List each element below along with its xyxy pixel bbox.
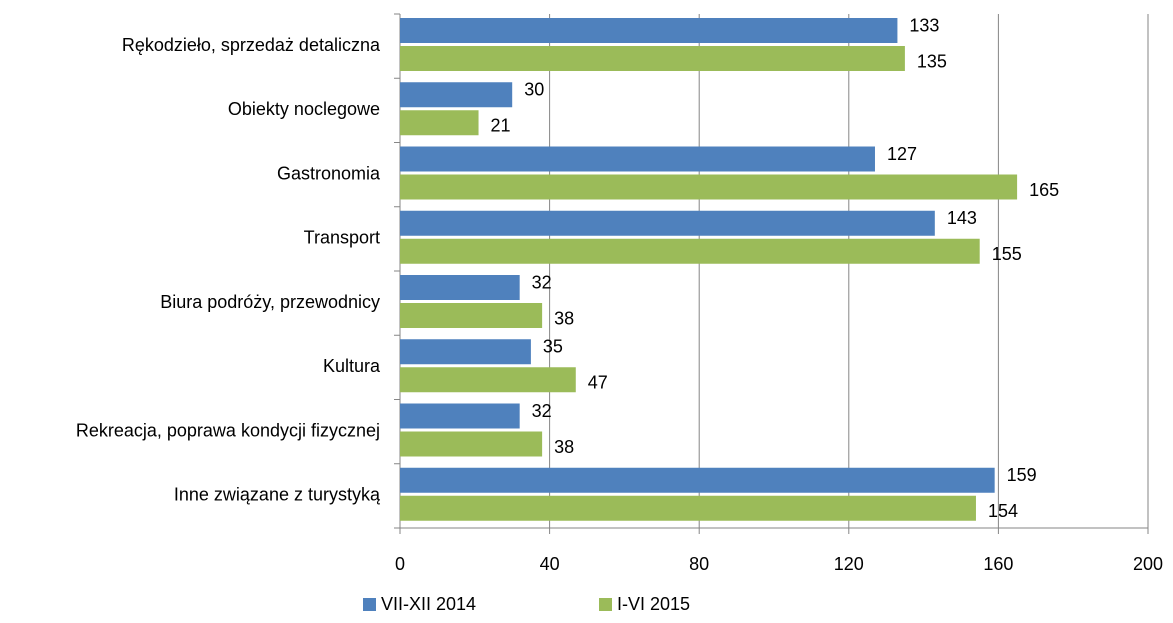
value-label: 21 [491,116,511,136]
value-label: 165 [1029,180,1059,200]
bar [400,367,576,393]
x-tick-label: 120 [834,554,864,574]
x-tick-label: 0 [395,554,405,574]
bar [400,467,995,493]
value-label: 135 [917,51,947,71]
bar [400,18,898,43]
y-tick-label: Kultura [323,356,381,376]
value-label: 47 [588,373,608,393]
bar [400,146,875,172]
value-label: 133 [909,15,939,35]
value-label: 143 [947,208,977,228]
value-label: 159 [1007,465,1037,485]
bar [400,339,531,365]
x-tick-label: 200 [1133,554,1163,574]
y-tick-label: Transport [304,228,380,248]
bar [400,82,513,108]
legend-swatch [599,598,612,611]
bar [400,275,520,300]
bar [400,303,543,328]
bar [400,495,976,521]
legend-swatch [363,598,376,611]
value-label: 154 [988,501,1018,521]
value-label: 30 [524,80,544,100]
x-tick-label: 80 [689,554,709,574]
x-tick-label: 40 [540,554,560,574]
bar [400,403,520,429]
y-tick-label: Rekreacja, poprawa kondycji fizycznej [76,420,380,440]
y-tick-label: Biura podróży, przewodnicy [160,292,380,312]
bar [400,431,543,457]
value-label: 155 [992,244,1022,264]
y-tick-label: Obiekty noclegowe [228,99,380,119]
value-label: 38 [554,437,574,457]
value-label: 38 [554,308,574,328]
value-label: 127 [887,144,917,164]
bar [400,46,905,71]
y-tick-label: Inne związane z turystyką [174,485,381,505]
bar [400,238,980,264]
x-tick-label: 160 [983,554,1013,574]
bar [400,110,479,136]
legend-label: VII-XII 2014 [381,594,476,614]
value-label: 32 [532,272,552,292]
bar [400,174,1018,200]
y-tick-label: Rękodzieło, sprzedaż detaliczna [122,35,381,55]
y-tick-label: Gastronomia [277,163,381,183]
value-label: 32 [532,401,552,421]
bar [400,210,935,236]
value-label: 35 [543,337,563,357]
legend-label: I-VI 2015 [617,594,690,614]
